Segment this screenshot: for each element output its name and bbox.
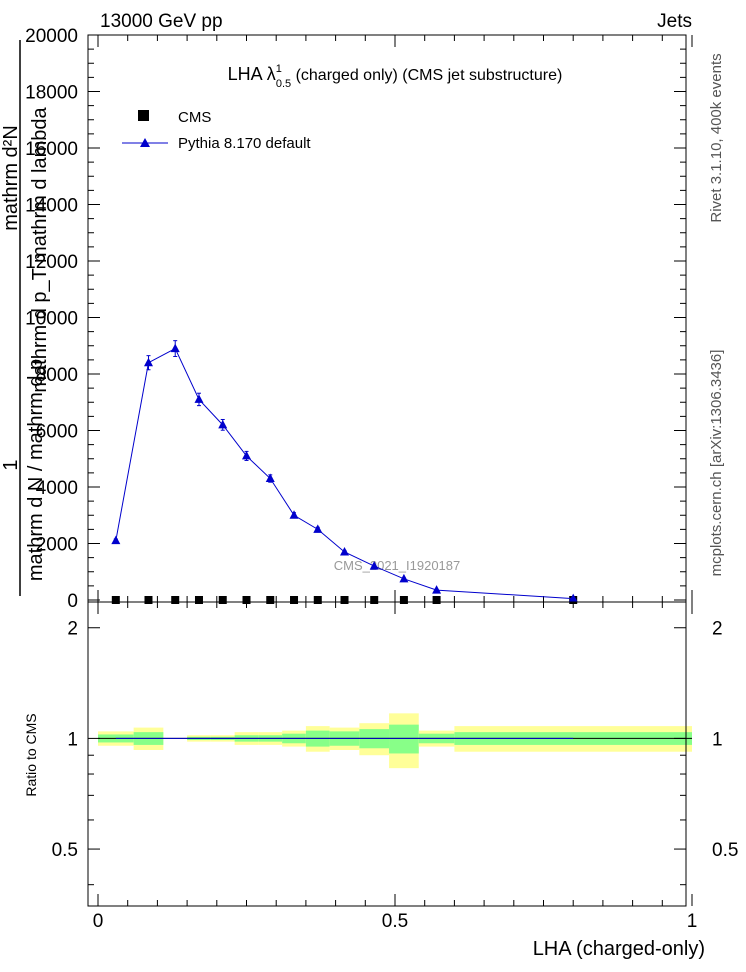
pythia-point (143, 357, 153, 367)
ratio-y-tick-label-right: 1 (712, 729, 723, 750)
chart-title: LHA λ1 0.5 (charged only) (CMS jet substr… (228, 63, 563, 90)
cms-point (432, 596, 441, 604)
y-tick-label: 2000 (36, 535, 78, 556)
legend-cms-marker (138, 110, 149, 121)
cms-point (194, 596, 203, 604)
main-ylabel: mathrm d²N mathrm d p_T mathrm d lambda … (0, 40, 51, 596)
ratio-y-tick-label-right: 0.5 (712, 840, 738, 861)
pythia-point (369, 561, 379, 570)
pythia-point (289, 510, 299, 519)
main-axis-ticks (88, 34, 693, 602)
cms-point (171, 596, 180, 604)
cms-point (290, 596, 299, 604)
pythia-point (242, 450, 251, 460)
cms-point (340, 596, 349, 604)
x-axis-label: LHA (charged-only) (533, 938, 705, 960)
ratio-ylabel: Ratio to CMS (23, 713, 39, 796)
pythia-point (313, 524, 323, 533)
y-tick-label: 12000 (25, 252, 78, 273)
main-y-tick-labels: 0 2000 4000 6000 8000 10000 12000 14000 16000 180… (25, 26, 78, 612)
ratio-y-tick-labels: 0.5 0.5 1 1 2 2 (52, 619, 739, 861)
pythia-point (218, 419, 228, 429)
pythia-point (170, 343, 180, 353)
y-tick-label: 4000 (36, 478, 78, 499)
cms-point (218, 596, 227, 604)
header-left: 13000 GeV pp (100, 11, 223, 32)
rivet-label: Rivet 3.1.10, 400k events (708, 53, 725, 222)
main-data-layer (111, 340, 578, 604)
cms-point (111, 596, 120, 604)
ylabel-numerator: mathrm d²N (0, 125, 22, 231)
header-right: Jets (657, 11, 692, 32)
cms-point (266, 596, 275, 604)
pythia-point (432, 585, 442, 594)
pythia-point (340, 546, 350, 556)
mcplots-label: mcplots.cern.ch [arXiv:1306.3436] (708, 350, 725, 577)
pythia-point (194, 394, 204, 403)
y-tick-label: 10000 (25, 309, 78, 330)
cms-point (144, 596, 153, 604)
ratio-y-tick-label-right: 2 (712, 619, 723, 640)
pythia-point (399, 573, 409, 583)
cms-point (242, 596, 251, 604)
legend-pythia-marker (140, 138, 150, 147)
y-tick-label: 18000 (25, 83, 78, 104)
legend-pythia-label: Pythia 8.170 default (178, 135, 311, 152)
legend: CMS Pythia 8.170 default (122, 109, 311, 152)
ratio-bands (98, 713, 692, 769)
pythia-point (568, 593, 578, 603)
ratio-y-tick-label: 1 (67, 729, 78, 750)
x-tick-label: 1 (687, 911, 698, 932)
ratio-inner-band (389, 724, 419, 754)
cms-point (370, 596, 379, 604)
y-tick-label: 14000 (25, 196, 78, 217)
ylabel-one: 1 (0, 459, 22, 470)
cms-point (313, 596, 322, 604)
y-tick-label: 8000 (36, 365, 78, 386)
pythia-line (115, 347, 574, 600)
watermark: CMS_2021_I1920187 (334, 558, 461, 573)
y-tick-label: 16000 (25, 139, 78, 160)
x-tick-label: 0 (93, 911, 104, 932)
pythia-point (111, 535, 121, 545)
ratio-frame (87, 601, 687, 907)
x-tick-labels: 0 0.5 1 (93, 911, 698, 932)
y-tick-label: 20000 (25, 26, 78, 47)
cms-point (399, 596, 408, 604)
pythia-point (265, 473, 275, 483)
ylabel-denominator: mathrm d p_T mathrm d lambda (29, 106, 51, 392)
ratio-y-tick-label: 2 (67, 619, 78, 640)
y-tick-label: 6000 (36, 422, 78, 443)
legend-cms-label: CMS (178, 109, 211, 126)
ylabel-stack-dn: mathrm d N / mathrm d p (25, 359, 47, 581)
y-tick-label: 0 (67, 591, 78, 612)
ratio-axis-ticks (88, 602, 693, 906)
x-tick-label: 0.5 (382, 911, 408, 932)
ratio-y-tick-label: 0.5 (52, 840, 78, 861)
